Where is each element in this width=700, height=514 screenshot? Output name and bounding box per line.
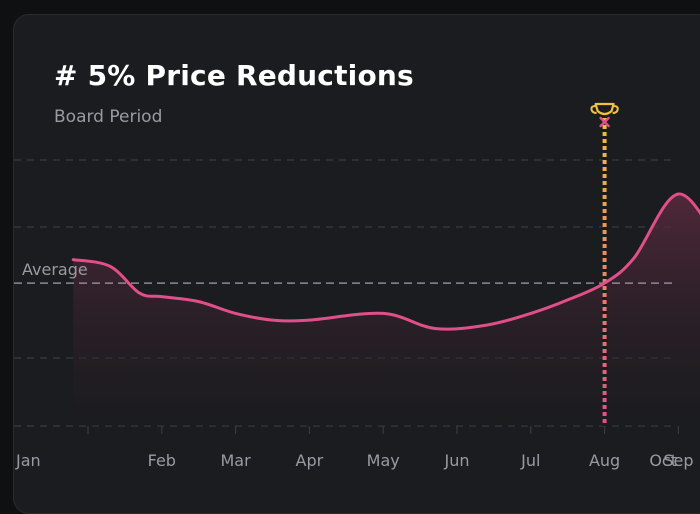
average-label: Average	[22, 260, 88, 279]
x-tick-label-jan: Jan	[15, 451, 41, 470]
trophy-base	[599, 116, 610, 128]
chart-subtitle: Board Period	[54, 107, 163, 127]
trophy-handles	[590, 105, 619, 114]
trophy-marker	[590, 102, 619, 128]
x-tick-label-feb: Feb	[148, 451, 176, 470]
chart-card: # 5% Price Reductions Board Period	[13, 14, 700, 514]
trophy-cup	[594, 102, 615, 116]
chart-title: # 5% Price Reductions	[54, 59, 414, 92]
series-area	[73, 193, 700, 426]
x-tick-label-may: May	[367, 451, 400, 470]
series-line	[71, 192, 700, 331]
x-tick-label-apr: Apr	[296, 451, 324, 470]
x-tick-label-oct: Oct	[649, 451, 677, 470]
x-tick-label-mar: Mar	[221, 451, 252, 470]
x-tick-label-aug: Aug	[589, 451, 620, 470]
x-tick-label-sep: Sep	[663, 451, 693, 470]
x-tick-label-jun: Jun	[444, 451, 470, 470]
x-tick-label-jul: Jul	[520, 451, 540, 470]
